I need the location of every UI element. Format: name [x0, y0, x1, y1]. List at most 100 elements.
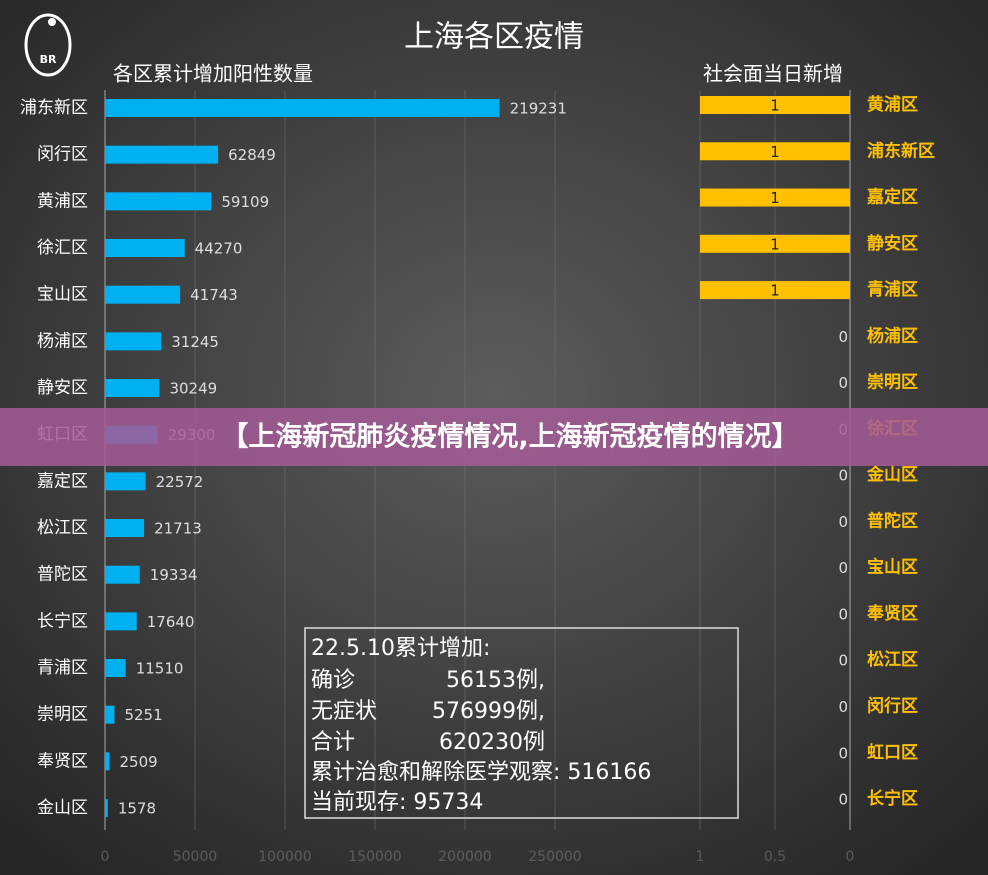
logo: BR — [24, 13, 72, 77]
y-tick-label: 徐汇区 — [37, 238, 88, 258]
value-label: 0 — [838, 328, 848, 346]
y-tick-label: 杨浦区 — [37, 331, 88, 351]
y-tick-label: 普陀区 — [37, 565, 88, 585]
value-label: 62849 — [228, 146, 276, 164]
chart-subtitle: 各区累计增加阳性数量 — [113, 62, 313, 86]
bar — [105, 285, 181, 304]
box-title: 22.5.10累计增加: — [311, 636, 490, 661]
box-label: 无症状 — [311, 699, 377, 724]
x-tick-label: 0 — [101, 849, 110, 865]
y-tick-label: 虹口区 — [867, 743, 918, 763]
value-label: 5251 — [124, 706, 162, 724]
value-label: 0 — [838, 467, 848, 485]
y-tick-label: 嘉定区 — [37, 471, 88, 491]
bar — [105, 332, 162, 351]
value-label: 1 — [770, 143, 780, 161]
value-label: 1 — [770, 97, 780, 115]
y-tick-label: 浦东新区 — [20, 98, 88, 118]
y-tick-label: 闵行区 — [867, 696, 918, 717]
y-tick-label: 静安区 — [867, 233, 918, 254]
y-tick-label: 杨浦区 — [867, 325, 918, 346]
banner — [0, 408, 988, 466]
bar — [105, 799, 108, 818]
value-label: 22572 — [156, 473, 204, 491]
chart-subtitle: 社会面当日新增 — [703, 62, 843, 86]
value-label: 0 — [838, 698, 848, 716]
bar — [700, 234, 850, 253]
y-tick-label: 普陀区 — [867, 510, 918, 531]
box-value: 576999例, — [432, 699, 545, 724]
bar — [105, 192, 212, 211]
value-label: 59109 — [221, 193, 269, 211]
y-tick-label: 金山区 — [37, 798, 88, 818]
y-tick-label: 宝山区 — [867, 557, 918, 578]
value-label: 0 — [838, 744, 848, 762]
bar — [105, 239, 185, 258]
y-tick-label: 黄浦区 — [867, 94, 918, 115]
y-tick-label: 嘉定区 — [866, 187, 918, 208]
y-tick-label: 崇明区 — [867, 373, 918, 393]
y-tick-label: 长宁区 — [37, 611, 88, 631]
box-value: 56153例, — [446, 668, 545, 693]
bar — [105, 379, 160, 398]
box-value: 620230例 — [439, 730, 545, 755]
y-tick-label: 闵行区 — [37, 145, 88, 165]
box-line: 当前现存: 95734 — [311, 790, 483, 815]
value-label: 11510 — [136, 660, 184, 678]
value-label: 41743 — [190, 286, 238, 304]
value-label: 44270 — [195, 240, 243, 258]
bar — [105, 659, 126, 678]
value-label: 0 — [838, 559, 848, 577]
value-label: 0 — [838, 605, 848, 623]
value-label: 0 — [838, 513, 848, 531]
y-tick-label: 崇明区 — [37, 705, 88, 725]
x-tick-label: 1 — [696, 849, 705, 865]
x-tick-label: 150000 — [348, 849, 401, 865]
info-box — [304, 627, 739, 819]
value-label: 2509 — [120, 753, 158, 771]
y-tick-label: 青浦区 — [37, 658, 88, 678]
box-label: 合计 — [311, 730, 355, 755]
y-tick-label: 浦东新区 — [867, 140, 935, 161]
value-label: 31245 — [171, 333, 219, 351]
banner-text: 【上海新冠肺炎疫情情况,上海新冠疫情的情况】 — [221, 421, 798, 453]
bar — [700, 188, 850, 207]
box-label: 确诊 — [311, 668, 355, 693]
x-tick-label: 0 — [846, 849, 855, 865]
chart-title: 上海各区疫情 — [404, 20, 584, 55]
value-label: 0 — [838, 652, 848, 670]
y-tick-label: 黄浦区 — [37, 191, 88, 211]
y-tick-label: 奉贤区 — [866, 603, 918, 624]
x-tick-label: 250000 — [528, 849, 581, 865]
bar — [105, 752, 110, 771]
value-label: 21713 — [154, 520, 202, 538]
bar — [105, 565, 140, 584]
value-label: 0 — [838, 374, 848, 392]
y-tick-label: 松江区 — [867, 649, 918, 670]
bar — [105, 705, 115, 724]
y-tick-label: 青浦区 — [867, 279, 918, 300]
bar — [105, 519, 145, 538]
y-tick-label: 长宁区 — [867, 788, 918, 809]
y-tick-label: 松江区 — [37, 518, 88, 538]
y-tick-label: 宝山区 — [37, 285, 88, 305]
value-label: 0 — [838, 791, 848, 809]
bar — [105, 472, 146, 491]
bar — [700, 142, 850, 161]
y-tick-label: 静安区 — [37, 378, 88, 398]
value-label: 1578 — [118, 800, 156, 818]
x-tick-label: 200000 — [438, 849, 491, 865]
value-label: 19334 — [150, 566, 198, 584]
value-label: 1 — [770, 235, 780, 253]
bar — [105, 612, 137, 631]
bar — [105, 99, 500, 117]
bar — [700, 281, 850, 300]
x-tick-label: 0.5 — [764, 849, 786, 865]
value-label: 30249 — [169, 380, 217, 398]
value-label: 1 — [770, 282, 780, 300]
x-tick-label: 100000 — [258, 849, 311, 865]
x-tick-label: 50000 — [173, 849, 218, 865]
value-label: 1 — [770, 189, 780, 207]
box-line: 累计治愈和解除医学观察: 516166 — [311, 760, 651, 785]
